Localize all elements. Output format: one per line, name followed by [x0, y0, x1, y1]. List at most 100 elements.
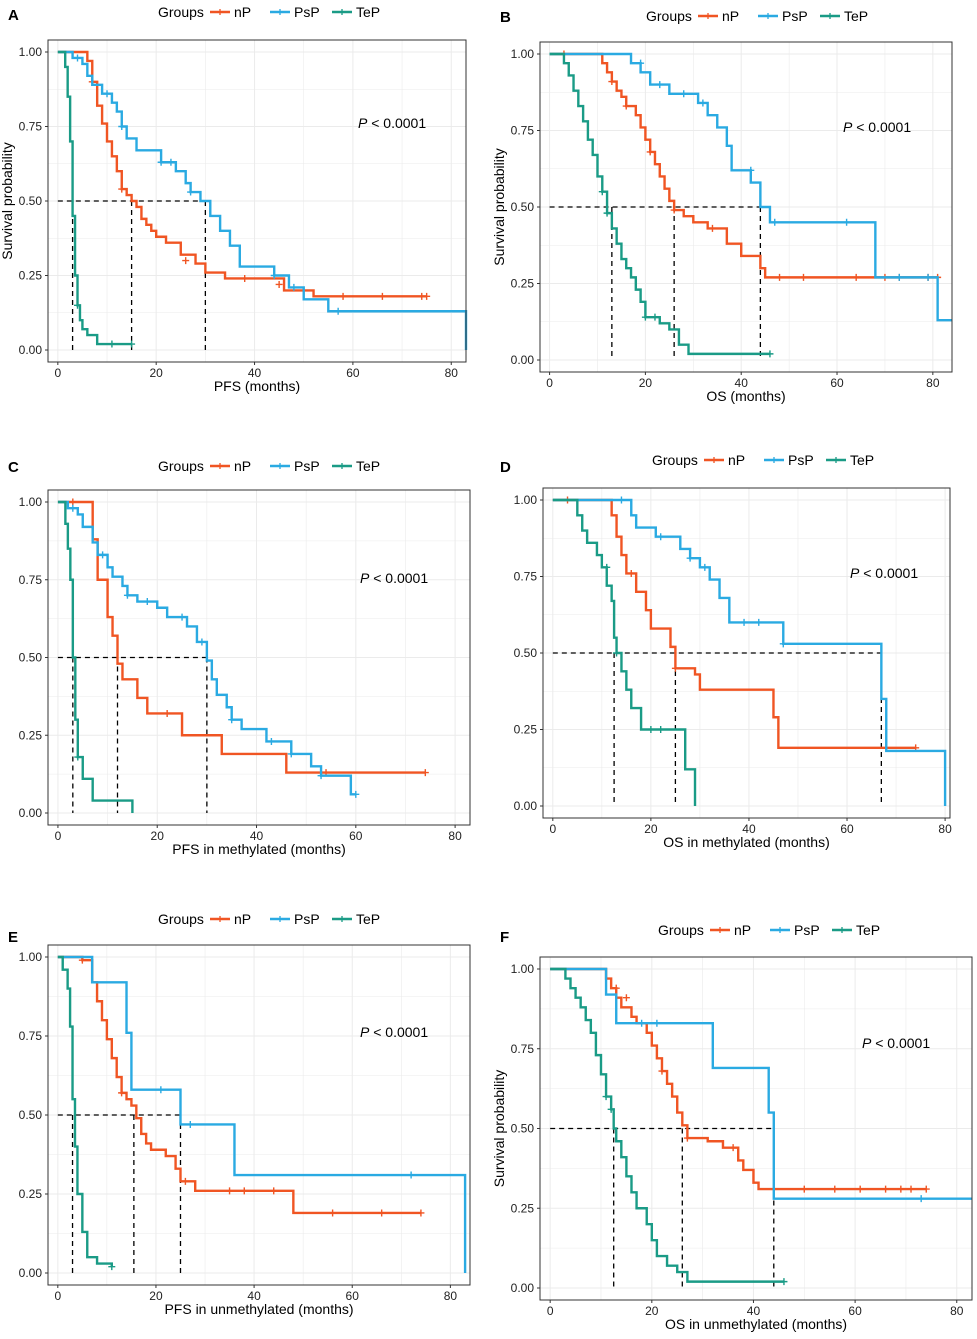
- plot-border: [47, 489, 471, 826]
- censor-mark-PsP: [187, 188, 195, 196]
- legend-swatch-censor: [777, 927, 783, 933]
- x-tick-label: 80: [445, 366, 459, 380]
- censor-mark-nP: [907, 1185, 915, 1193]
- plot-border: [539, 41, 953, 373]
- censor-mark-PsP: [103, 90, 111, 98]
- censor-mark-PsP: [143, 598, 151, 606]
- x-tick-label: 0: [547, 1304, 554, 1318]
- km-curve-PsP: [57, 500, 356, 796]
- y-tick-label: 0.00: [19, 343, 43, 357]
- censor-mark-PsP: [186, 1120, 194, 1128]
- censor-mark-nP: [329, 1209, 337, 1217]
- y-tick-label: 0.50: [511, 200, 535, 214]
- censor-mark-nP: [799, 273, 807, 281]
- censor-mark-TeP: [598, 188, 606, 196]
- grid: [48, 490, 470, 825]
- panel-label: C: [8, 459, 19, 476]
- censor-mark-TeP: [603, 209, 611, 217]
- legend: Groups nP PsP TeP: [158, 911, 380, 927]
- x-tick-label: 40: [247, 1289, 261, 1303]
- panel-C: 0.00 0.25 0.50 0.75 1.00 0 20 40 60 80 PFS in meth…: [8, 458, 471, 857]
- censor-mark-TeP: [607, 1105, 615, 1113]
- x-tick-label: 20: [644, 822, 658, 836]
- y-axis-label: Survival probability: [491, 148, 507, 266]
- legend-label-PsP: PsP: [294, 4, 320, 20]
- km-curve-PsP: [552, 498, 947, 806]
- censor-mark-TeP: [108, 340, 116, 348]
- censor-mark-nP: [612, 984, 620, 992]
- censor-mark-PsP: [352, 790, 360, 798]
- censor-mark-PsP: [290, 283, 298, 291]
- censor-mark-PsP: [686, 554, 694, 562]
- legend-swatch-censor: [765, 13, 771, 19]
- p-value-label: P < 0.0001: [360, 570, 428, 586]
- legend-swatch-censor: [339, 916, 345, 922]
- km-curve-PsP: [549, 52, 952, 322]
- x-tick-label: 40: [735, 376, 749, 390]
- y-tick-label: 0.25: [19, 1187, 43, 1201]
- censor-mark-PsP: [157, 1086, 165, 1094]
- y-tick-label: 0.00: [514, 799, 538, 813]
- legend-swatch-censor: [277, 463, 283, 469]
- legend-label-nP: nP: [234, 911, 251, 927]
- y-tick-label: 0.75: [19, 1029, 43, 1043]
- y-tick-label: 0.50: [19, 194, 43, 208]
- panel-label: A: [8, 7, 19, 24]
- legend: Groups nP PsP TeP: [158, 4, 380, 20]
- censor-mark-PsP: [267, 737, 275, 745]
- censor-mark-nP: [831, 1185, 839, 1193]
- x-tick-label: 0: [546, 376, 553, 390]
- legend-swatch-censor: [277, 916, 283, 922]
- censor-mark-nP: [417, 1209, 425, 1217]
- censor-mark-PsP: [699, 99, 707, 107]
- km-curve-TeP: [549, 52, 770, 356]
- y-tick-label: 0.25: [19, 728, 43, 742]
- censor-mark-PsP: [638, 1019, 646, 1027]
- km-curve-PsP: [550, 967, 972, 1200]
- censor-mark-nP: [423, 292, 431, 300]
- censor-mark-PsP: [270, 272, 278, 279]
- legend-label-nP: nP: [722, 8, 739, 24]
- censor-mark-PsP: [680, 90, 688, 98]
- x-tick-label: 20: [150, 366, 164, 380]
- km-curve-TeP: [57, 955, 113, 1267]
- censor-mark-TeP: [74, 301, 82, 309]
- x-tick-label: 60: [346, 1289, 360, 1303]
- km-curve-PsP: [57, 955, 467, 1273]
- censor-mark-TeP: [641, 313, 649, 321]
- censor-mark-TeP: [780, 1278, 788, 1286]
- y-axis-label: Survival probability: [0, 142, 15, 260]
- legend: Groups nP PsP TeP: [658, 922, 880, 938]
- p-value-label: P < 0.0001: [360, 1024, 428, 1040]
- panel-E: 0.00 0.25 0.50 0.75 1.00 0 20 40 60 80 PFS in unme…: [8, 911, 471, 1317]
- legend-swatch-censor: [833, 457, 839, 463]
- y-tick-label: 0.00: [511, 353, 535, 367]
- p-value-label: P < 0.0001: [358, 115, 426, 131]
- x-tick-label: 80: [950, 1304, 964, 1318]
- plot-border: [542, 487, 951, 819]
- legend-label-TeP: TeP: [856, 922, 880, 938]
- censor-mark-nP: [118, 1089, 126, 1097]
- y-tick-label: 0.25: [511, 277, 535, 291]
- censor-mark-PsP: [924, 273, 932, 281]
- y-tick-label: 0.75: [511, 1042, 535, 1056]
- censor-mark-TeP: [613, 649, 621, 657]
- censor-mark-PsP: [771, 218, 779, 226]
- y-tick-label: 0.75: [511, 124, 535, 138]
- legend-swatch-censor: [217, 916, 223, 922]
- censor-mark-nP: [671, 664, 679, 672]
- km-curve-nP: [57, 50, 427, 298]
- x-tick-label: 0: [549, 822, 556, 836]
- y-tick-label: 1.00: [19, 950, 43, 964]
- censor-mark-nP: [378, 292, 386, 300]
- legend-label-PsP: PsP: [794, 922, 820, 938]
- x-tick-label: 60: [346, 366, 360, 380]
- x-axis-label: OS (months): [706, 388, 785, 404]
- y-tick-label: 0.75: [19, 120, 43, 134]
- grid: [540, 957, 972, 1300]
- censor-mark-TeP: [647, 726, 655, 733]
- legend-swatch-censor: [717, 927, 723, 933]
- km-curve-nP: [552, 498, 916, 750]
- censor-mark-nP: [670, 206, 678, 214]
